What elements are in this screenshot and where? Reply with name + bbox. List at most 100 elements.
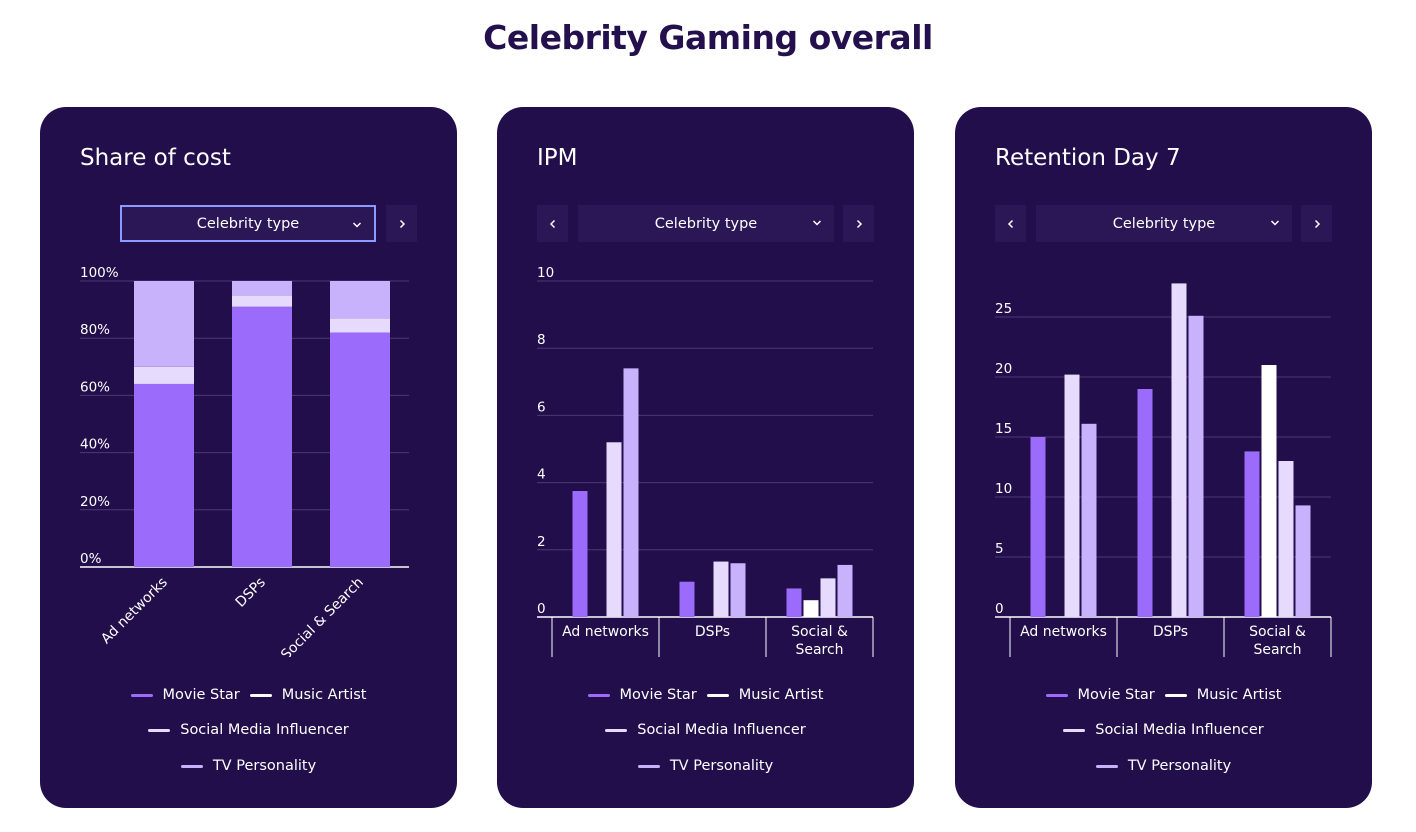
y-tick-label: 0 — [995, 601, 1004, 617]
x-tick-label: Ad networks — [1020, 624, 1107, 640]
bar — [1137, 389, 1153, 617]
x-tick-label: Search — [1253, 642, 1301, 657]
card-title: Retention Day 7 — [995, 145, 1181, 171]
legend-item-music-artist: Music Artist — [1164, 687, 1282, 703]
legend-label: TV Personality — [1127, 758, 1232, 774]
bar — [1261, 365, 1277, 617]
bar — [572, 491, 588, 617]
legend-item-tv-personality: TV Personality — [1095, 758, 1232, 774]
legend-swatch — [605, 728, 628, 732]
bar — [1171, 283, 1187, 617]
legend-swatch — [1045, 693, 1068, 697]
legend-swatch — [637, 764, 660, 768]
y-tick-label: 8 — [537, 332, 546, 348]
bar-segment — [232, 306, 292, 567]
celebrity-type-select[interactable]: Celebrity type — [120, 205, 376, 242]
share-of-cost-card: Share of cost Celebrity type 0% 20% 40% 60%… — [40, 107, 457, 808]
y-tick-label: 25 — [995, 301, 1012, 317]
x-tick-label: Social & — [1249, 624, 1306, 640]
legend-item-social-media-influencer: Social Media Influencer — [1063, 722, 1264, 738]
y-tick-label: 80% — [80, 322, 110, 338]
next-button[interactable] — [386, 205, 417, 242]
bar — [786, 588, 802, 617]
y-tick-label: 60% — [80, 379, 110, 395]
legend-swatch — [130, 693, 153, 697]
bar — [1081, 423, 1097, 617]
y-tick-label: 10 — [537, 265, 554, 281]
chevron-left-icon — [549, 219, 555, 228]
y-tick-label: 6 — [537, 399, 546, 415]
y-tick-label: 15 — [995, 421, 1012, 437]
legend-swatch — [706, 693, 729, 697]
next-button[interactable] — [843, 205, 874, 242]
legend-swatch — [587, 693, 610, 697]
bar — [623, 368, 639, 617]
select-label: Celebrity type — [1112, 215, 1216, 232]
chevron-left-icon — [1007, 219, 1013, 228]
x-tick-label: DSPs — [695, 624, 730, 640]
chevron-right-icon — [1314, 219, 1320, 228]
bar-segment — [232, 281, 292, 296]
ipm-chart: 0 2 4 6 8 10 Ad networks DSPs Social & Search — [537, 265, 874, 657]
chevron-right-icon — [399, 219, 405, 228]
x-tick-label: Search — [795, 642, 843, 657]
prev-button[interactable] — [995, 205, 1026, 242]
bar — [803, 600, 819, 617]
y-tick-label: 2 — [537, 534, 546, 550]
y-tick-label: 20% — [80, 494, 110, 510]
bar — [1188, 315, 1204, 617]
next-button[interactable] — [1301, 205, 1332, 242]
legend-label: Music Artist — [1196, 687, 1282, 703]
legend-item-tv-personality: TV Personality — [637, 758, 774, 774]
retention-day-7-card: Retention Day 7 Celebrity type 0 5 10 15 20 2… — [955, 107, 1372, 808]
bar — [820, 578, 836, 617]
retention-day-7-chart: 0 5 10 15 20 25 Ad networks DSPs Social & Search — [995, 283, 1332, 657]
bar — [1295, 505, 1311, 617]
legend-item-music-artist: Music Artist — [706, 687, 824, 703]
card-title: IPM — [537, 145, 578, 171]
legend-swatch — [249, 693, 272, 697]
legend-swatch — [180, 764, 203, 768]
bar — [1064, 374, 1080, 617]
bar-segment — [330, 332, 390, 567]
y-tick-label: 0 — [537, 601, 546, 617]
prev-button[interactable] — [537, 205, 568, 242]
page-title: Celebrity Gaming overall — [483, 18, 933, 57]
bar — [1244, 451, 1260, 617]
x-tick-label: DSPs — [233, 575, 269, 611]
celebrity-type-select[interactable]: Celebrity type — [1036, 205, 1292, 242]
legend-item-music-artist: Music Artist — [249, 687, 367, 703]
chevron-down-icon — [1270, 220, 1280, 226]
share-of-cost-chart: 0% 20% 40% 60% 80% 100% Ad networks DSPs Social … — [80, 265, 409, 657]
x-tick-label: Ad networks — [562, 624, 649, 640]
legend-label: Social Media Influencer — [1095, 722, 1264, 738]
y-tick-label: 100% — [80, 265, 119, 281]
bar-segment — [134, 366, 194, 384]
legend-item-social-media-influencer: Social Media Influencer — [148, 722, 349, 738]
bar — [1278, 461, 1294, 617]
legend-item-tv-personality: TV Personality — [180, 758, 317, 774]
legend-label: TV Personality — [212, 758, 317, 774]
legend-item-movie-star: Movie Star — [587, 687, 697, 703]
y-tick-label: 5 — [995, 541, 1004, 557]
legend-label: Music Artist — [281, 687, 367, 703]
y-tick-label: 40% — [80, 437, 110, 453]
legend-label: TV Personality — [669, 758, 774, 774]
legend-item-social-media-influencer: Social Media Influencer — [605, 722, 806, 738]
select-label: Celebrity type — [654, 215, 758, 232]
y-tick-label: 10 — [995, 481, 1012, 497]
bar — [606, 442, 622, 617]
bar — [713, 561, 729, 617]
chevron-down-icon — [812, 220, 822, 226]
legend-label: Music Artist — [738, 687, 824, 703]
legend-swatch — [148, 728, 171, 732]
legend-label: Social Media Influencer — [180, 722, 349, 738]
celebrity-type-select[interactable]: Celebrity type — [578, 205, 834, 242]
x-tick-label: Social & — [791, 624, 848, 640]
bar-segment — [232, 295, 292, 307]
card-title: Share of cost — [80, 145, 231, 171]
y-tick-label: 4 — [537, 467, 546, 483]
legend-swatch — [1063, 728, 1086, 732]
bar-segment — [330, 318, 390, 333]
legend-swatch — [1095, 764, 1118, 768]
